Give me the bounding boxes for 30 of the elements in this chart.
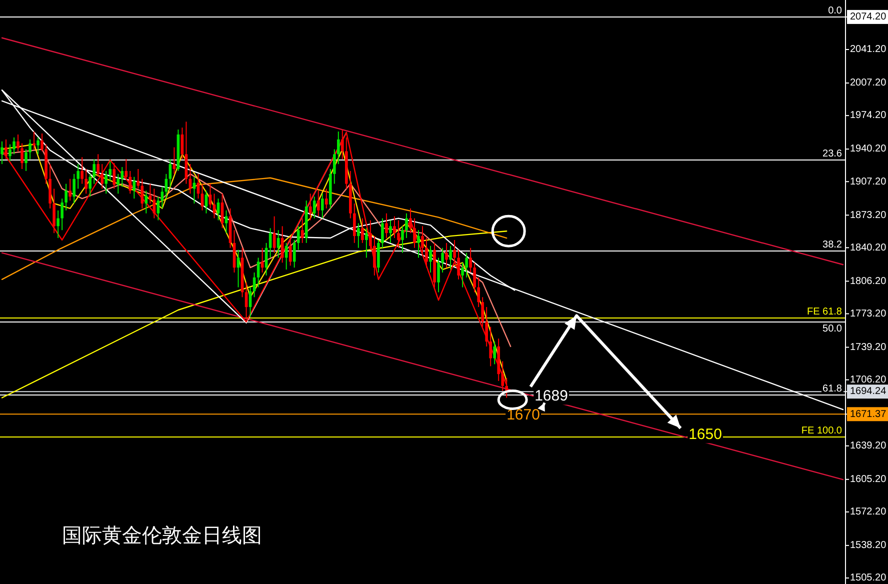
y-tick-label: 1671.37 <box>850 408 887 420</box>
y-tick-label: 1505.20 <box>850 572 887 584</box>
annotation: 1650 <box>688 426 722 444</box>
annotation: 38.2 <box>822 240 842 251</box>
y-tick-label: 1538.20 <box>850 540 887 552</box>
y-tick-label: 1940.20 <box>850 144 887 155</box>
text: 国际黄金伦敦金日线图 <box>62 525 262 547</box>
y-tick-label: 1605.20 <box>850 474 887 486</box>
y-tick-label: 2007.20 <box>850 78 887 89</box>
y-tick-label: 1974.20 <box>850 110 887 122</box>
y-tick-label: 1873.20 <box>850 210 887 221</box>
y-tick-label: 1572.20 <box>850 506 887 518</box>
y-tick-label: 1907.20 <box>850 176 887 188</box>
y-tick-label: 1639.20 <box>850 440 887 452</box>
y-tick-label: 1694.24 <box>850 386 887 398</box>
annotation: FE 61.8 <box>806 306 842 318</box>
annotation: 0.0 <box>828 6 842 17</box>
annotation: 1689 <box>534 388 568 405</box>
y-tick-label: 2041.20 <box>850 44 887 56</box>
annotation: 50.0 <box>822 324 842 335</box>
annotation: 1670 <box>506 406 540 424</box>
y-tick-label: 2074.20 <box>850 12 887 23</box>
annotation: 23.6 <box>822 148 842 160</box>
y-tick-label: 1840.20 <box>850 242 887 254</box>
annotation: FE 100.0 <box>801 426 842 437</box>
y-tick-label: 1806.20 <box>850 276 887 287</box>
y-tick-label: 1773.20 <box>850 308 887 320</box>
y-tick-label: 1739.20 <box>850 342 887 353</box>
annotation: 61.8 <box>822 384 842 395</box>
y-tick-label: 1706.20 <box>850 374 887 386</box>
